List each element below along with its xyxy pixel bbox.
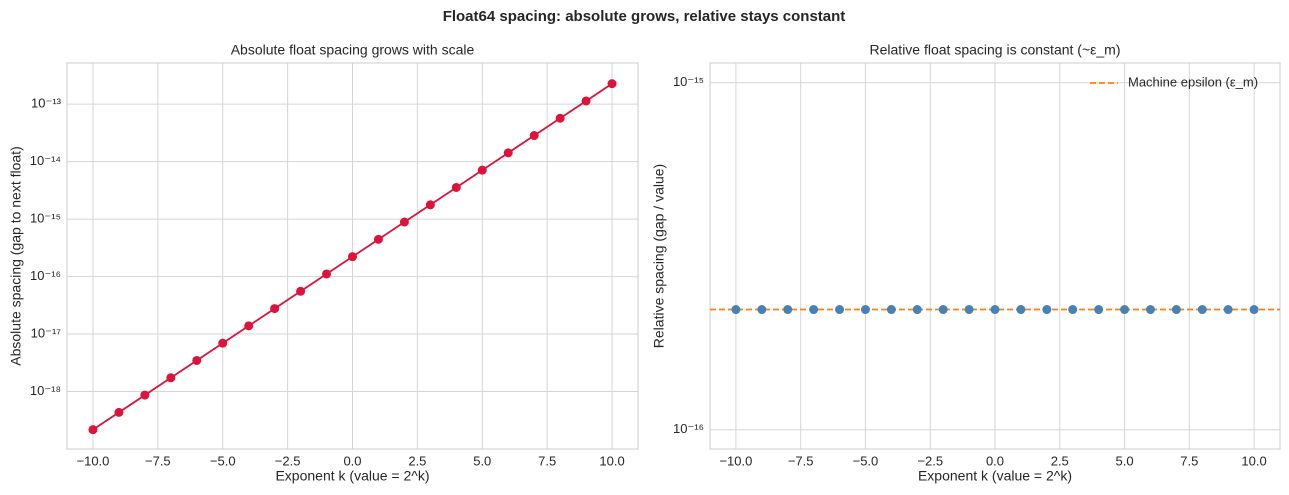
data-point xyxy=(296,286,306,296)
data-point xyxy=(218,338,228,348)
data-point xyxy=(503,148,513,158)
y-tick-label: 10⁻¹⁷ xyxy=(31,325,62,340)
data-point xyxy=(886,305,896,315)
data-point xyxy=(1120,305,1130,315)
y-tick-label: 10⁻¹³ xyxy=(31,96,62,111)
data-point xyxy=(990,305,1000,315)
x-tick-label: 0.0 xyxy=(986,453,1004,468)
x-tick-label: −10.0 xyxy=(77,453,110,468)
x-axis-label: Exponent k (value = 2^k) xyxy=(275,468,429,484)
subplot-title: Absolute float spacing grows with scale xyxy=(231,42,475,58)
x-tick-label: 7.5 xyxy=(538,453,556,468)
x-tick-label: −5.0 xyxy=(853,453,879,468)
data-point xyxy=(322,269,332,279)
data-point xyxy=(348,252,357,262)
x-axis-label: Exponent k (value = 2^k) xyxy=(918,468,1072,484)
y-tick-label: 10⁻¹⁵ xyxy=(30,211,61,226)
data-point xyxy=(1145,305,1155,315)
data-point xyxy=(451,182,461,192)
x-tick-label: −5.0 xyxy=(210,453,236,468)
data-point xyxy=(783,305,793,315)
data-point xyxy=(938,305,948,315)
x-tick-label: −7.5 xyxy=(788,453,814,468)
data-point xyxy=(1068,305,1078,315)
data-point xyxy=(607,79,617,89)
y-tick-label: 10⁻¹⁵ xyxy=(673,74,704,89)
x-tick-label: −7.5 xyxy=(145,453,171,468)
x-tick-label: 2.5 xyxy=(408,453,426,468)
data-point xyxy=(835,305,845,315)
data-point xyxy=(809,305,819,315)
data-point xyxy=(1197,305,1207,315)
figure-title: Float64 spacing: absolute grows, relativ… xyxy=(443,8,846,25)
x-tick-label: −10.0 xyxy=(719,453,752,468)
data-point xyxy=(964,305,974,315)
y-tick-label: 10⁻¹⁸ xyxy=(30,383,61,398)
data-point xyxy=(399,217,409,227)
data-point xyxy=(88,425,98,435)
data-point xyxy=(912,305,922,315)
data-point xyxy=(1042,305,1052,315)
data-point xyxy=(270,304,280,314)
data-point xyxy=(477,165,487,175)
data-point xyxy=(192,355,202,365)
data-point xyxy=(555,113,565,123)
y-axis-label: Relative spacing (gap / value) xyxy=(651,164,667,348)
x-tick-label: 5.0 xyxy=(473,453,491,468)
x-tick-label: 7.5 xyxy=(1180,453,1198,468)
legend-label: Machine epsilon (ε_m) xyxy=(1128,74,1258,89)
data-point xyxy=(731,305,741,315)
x-tick-label: 10.0 xyxy=(599,453,624,468)
subplot-title: Relative float spacing is constant (~ε_m… xyxy=(870,42,1121,58)
data-point xyxy=(244,321,254,331)
data-point xyxy=(373,234,383,244)
axes-frame xyxy=(709,62,1281,450)
data-point xyxy=(1016,305,1026,315)
data-point xyxy=(1249,305,1259,315)
x-tick-label: 0.0 xyxy=(343,453,361,468)
data-point xyxy=(757,305,767,315)
x-tick-label: −2.5 xyxy=(917,453,943,468)
x-tick-label: 10.0 xyxy=(1241,453,1266,468)
x-tick-label: −2.5 xyxy=(275,453,301,468)
x-tick-label: 5.0 xyxy=(1116,453,1134,468)
x-tick-label: 2.5 xyxy=(1051,453,1069,468)
y-tick-label: 10⁻¹⁶ xyxy=(673,421,704,436)
y-tick-label: 10⁻¹⁴ xyxy=(30,153,61,168)
data-point xyxy=(425,200,435,210)
data-point xyxy=(529,131,539,141)
data-point xyxy=(114,407,124,417)
y-axis-label: Absolute spacing (gap to next float) xyxy=(8,146,24,365)
data-point xyxy=(1223,305,1233,315)
data-point xyxy=(166,373,176,383)
y-tick-label: 10⁻¹⁶ xyxy=(30,268,61,283)
data-point xyxy=(140,390,150,400)
data-point xyxy=(1094,305,1104,315)
data-point xyxy=(1171,305,1181,315)
data-point xyxy=(860,305,870,315)
data-point xyxy=(581,96,591,106)
axes-frame xyxy=(66,62,639,450)
